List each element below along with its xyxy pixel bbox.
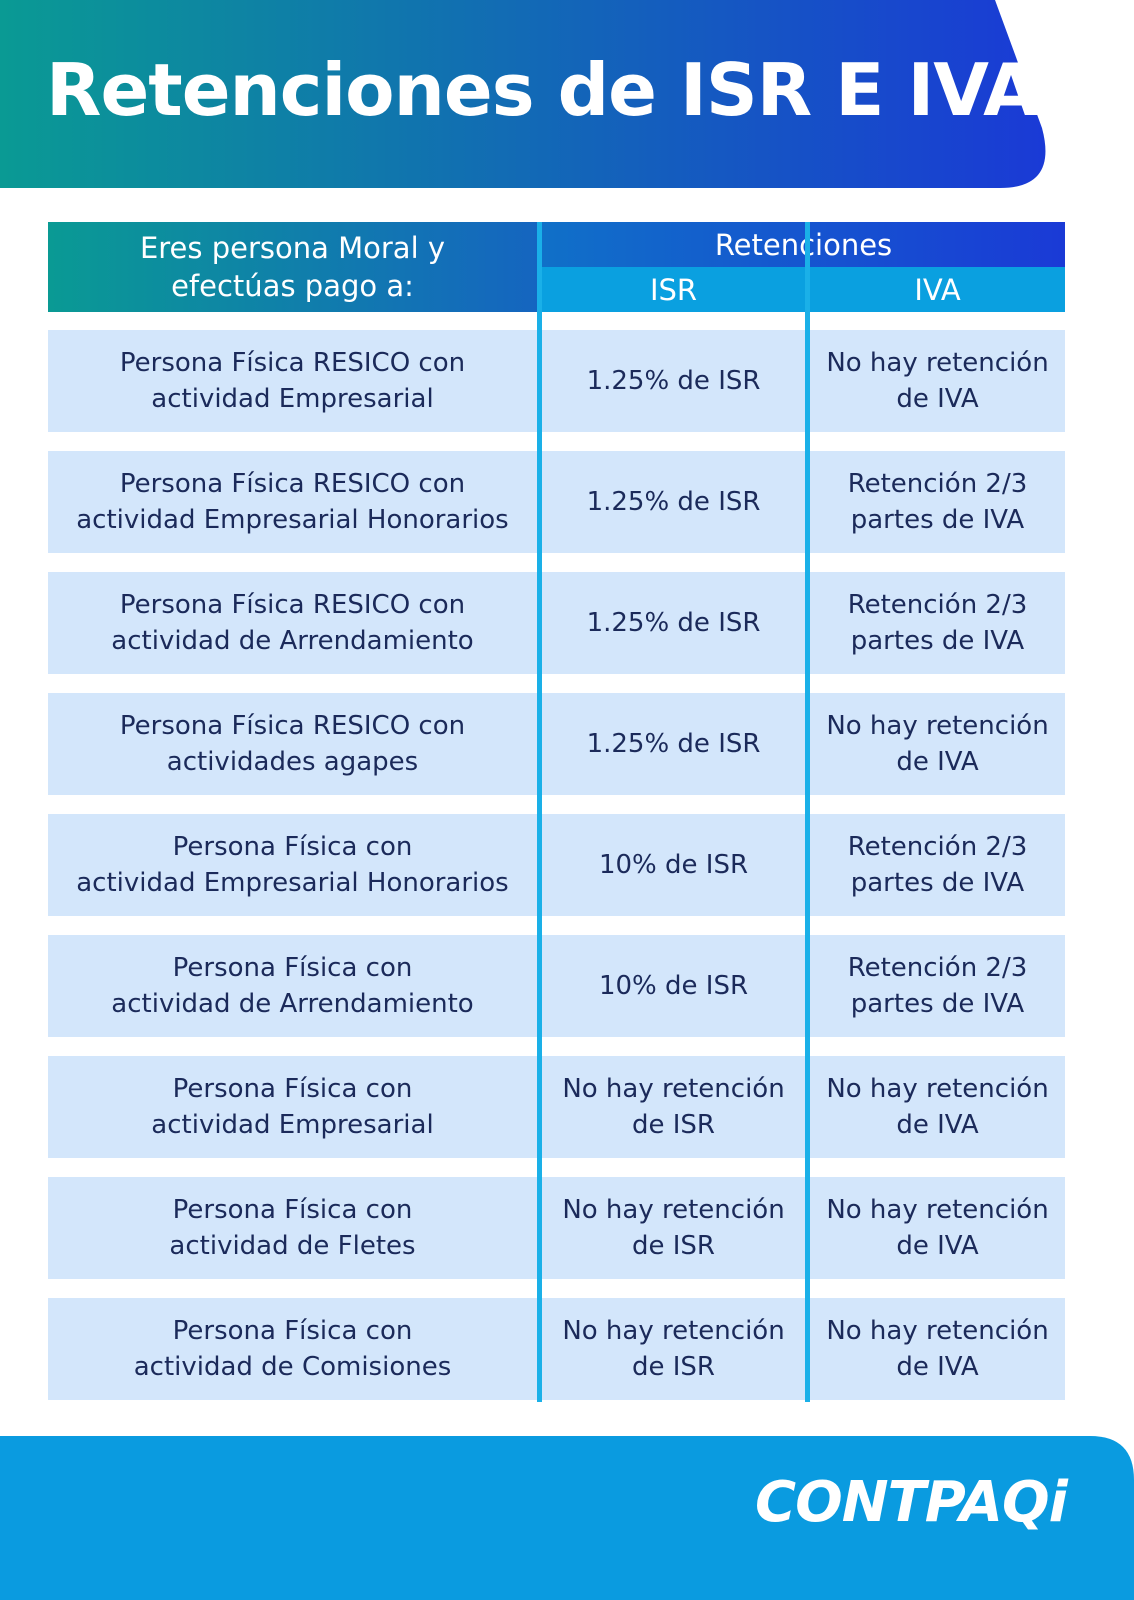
left-header: Eres persona Moral y efectúas pago a: (48, 222, 537, 312)
table-cell: No hay retención de IVA (810, 330, 1065, 432)
table-cell: No hay retención de IVA (810, 1298, 1065, 1400)
table-cell: Persona Física RESICO con actividad Empr… (48, 330, 537, 432)
table-cell: 1.25% de ISR (542, 572, 805, 674)
table-cell: Persona Física con actividad de Comision… (48, 1298, 537, 1400)
table-cell: No hay retención de ISR (542, 1298, 805, 1400)
table-cell: Persona Física con actividad Empresarial (48, 1056, 537, 1158)
table-cell: No hay retención de IVA (810, 1177, 1065, 1279)
column-divider (537, 222, 542, 1402)
logo: CONTPAQi (755, 1470, 1068, 1535)
column-divider (805, 222, 810, 1402)
table-cell: Persona Física con actividad de Arrendam… (48, 935, 537, 1037)
table-cell: Persona Física RESICO con actividades ag… (48, 693, 537, 795)
table-cell: Retención 2/3 partes de IVA (810, 814, 1065, 916)
table-cell: Persona Física RESICO con actividad Empr… (48, 451, 537, 553)
table-cell: 10% de ISR (542, 935, 805, 1037)
table-cell: Retención 2/3 partes de IVA (810, 572, 1065, 674)
footer-band (0, 1436, 1134, 1600)
table-cell: 1.25% de ISR (542, 330, 805, 432)
group-header: Retenciones (542, 222, 1065, 267)
table-cell: 10% de ISR (542, 814, 805, 916)
table-cell: Persona Física con actividad de Fletes (48, 1177, 537, 1279)
table-cell: No hay retención de IVA (810, 1056, 1065, 1158)
table-cell: 1.25% de ISR (542, 693, 805, 795)
table-cell: No hay retención de IVA (810, 693, 1065, 795)
column-header: IVA (810, 267, 1065, 312)
table-cell: No hay retención de ISR (542, 1056, 805, 1158)
table-cell: No hay retención de ISR (542, 1177, 805, 1279)
table-cell: Retención 2/3 partes de IVA (810, 451, 1065, 553)
table-cell: Persona Física RESICO con actividad de A… (48, 572, 537, 674)
column-header: ISR (542, 267, 805, 312)
table-cell: 1.25% de ISR (542, 451, 805, 553)
table-cell: Retención 2/3 partes de IVA (810, 935, 1065, 1037)
header-band (0, 0, 1046, 188)
title: Retenciones de ISR E IVA (46, 48, 1039, 132)
table-cell: Persona Física con actividad Empresarial… (48, 814, 537, 916)
